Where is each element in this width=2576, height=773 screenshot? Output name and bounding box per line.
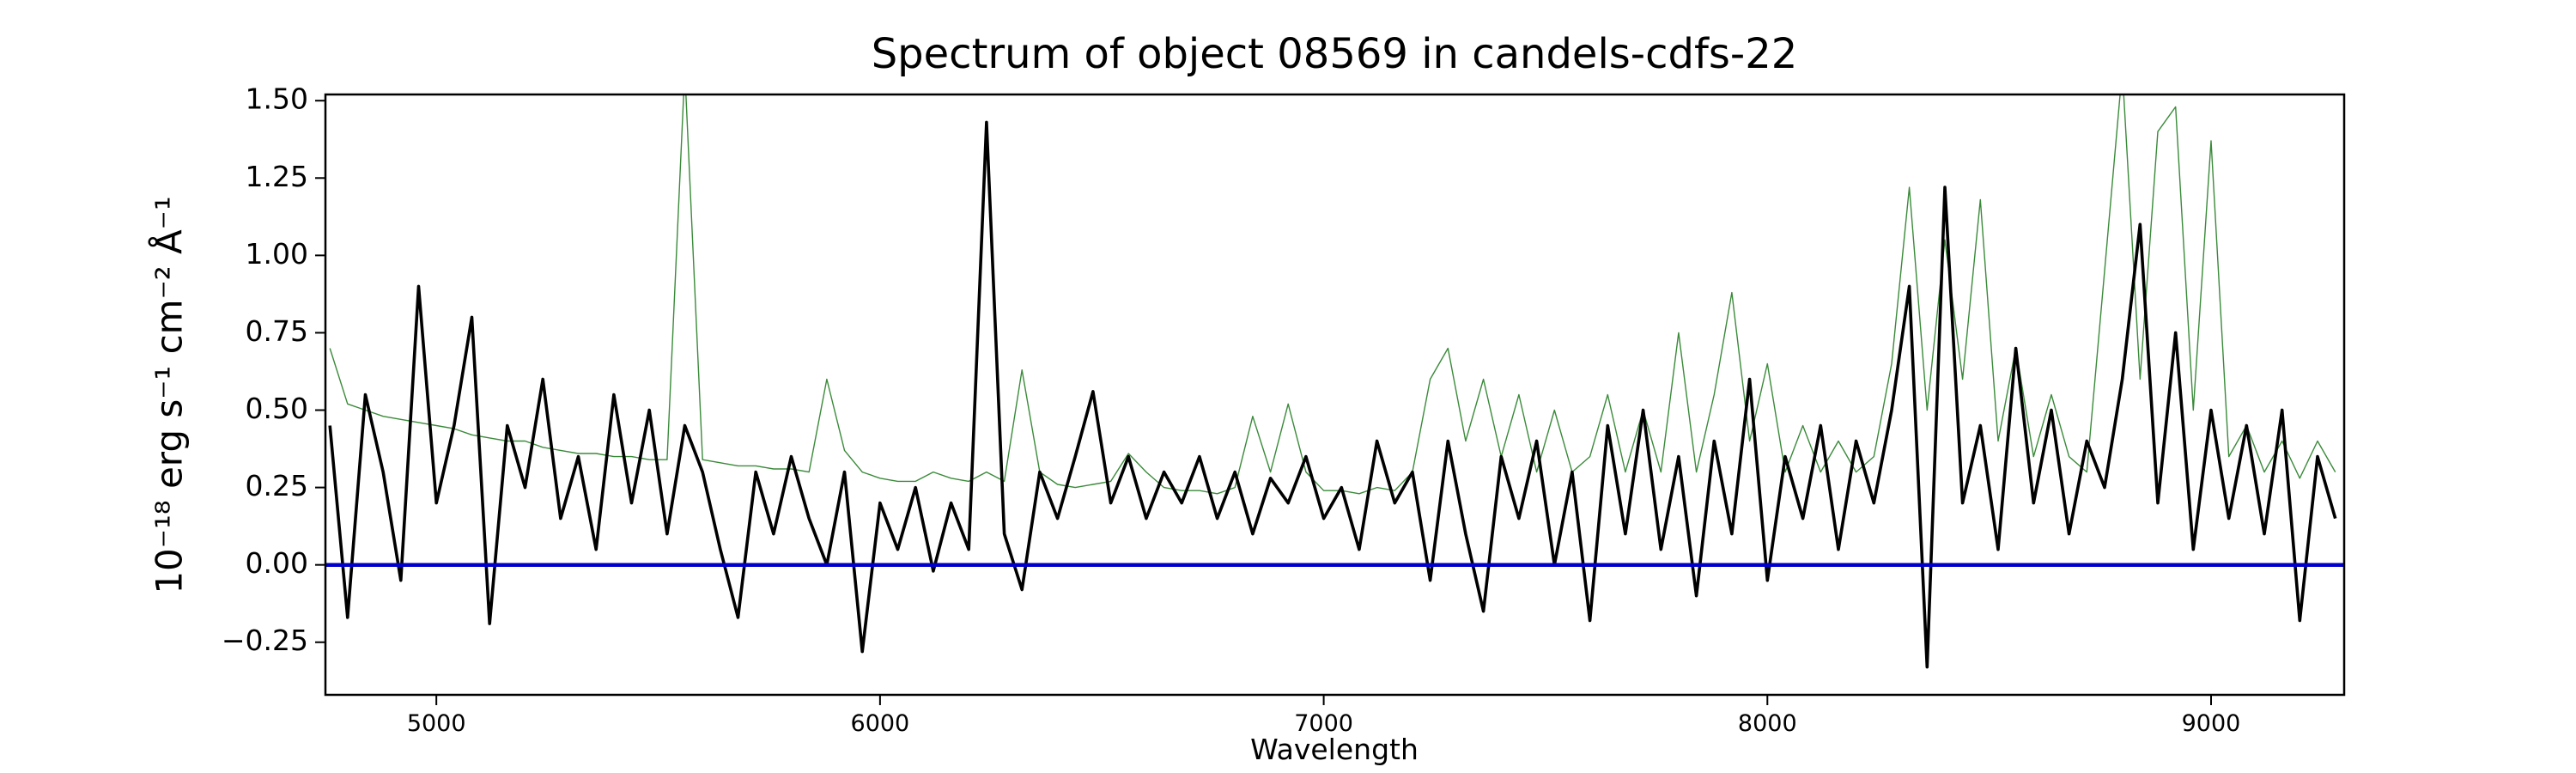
spectrum-line	[328, 120, 2337, 669]
plot-frame	[324, 93, 2346, 697]
x-tick-label: 5000	[407, 710, 466, 737]
y-tick-label: −0.25	[222, 624, 308, 657]
x-tick-label: 9000	[2182, 710, 2241, 737]
y-axis-label: 10⁻¹⁸ erg s⁻¹ cm⁻² Å⁻¹	[148, 196, 191, 593]
y-tick-label: 0.50	[246, 392, 308, 425]
y-tick-label: 1.00	[246, 237, 308, 271]
y-tick-label: 0.25	[246, 469, 308, 502]
x-tick-label: 7000	[1294, 710, 1353, 737]
plot-area	[325, 94, 2344, 669]
x-tick-label: 8000	[1738, 710, 1797, 737]
chart-title: Spectrum of object 08569 in candels-cdfs…	[872, 30, 1798, 78]
y-tick-label: 1.25	[246, 160, 308, 193]
y-tick-label: 0.00	[246, 546, 308, 580]
y-tick-label: 1.50	[246, 82, 308, 116]
x-tick-label: 6000	[851, 710, 910, 737]
x-axis-label: Wavelength	[1250, 733, 1419, 766]
y-tick-label: 0.75	[246, 314, 308, 348]
spectrum-line	[329, 94, 2336, 495]
